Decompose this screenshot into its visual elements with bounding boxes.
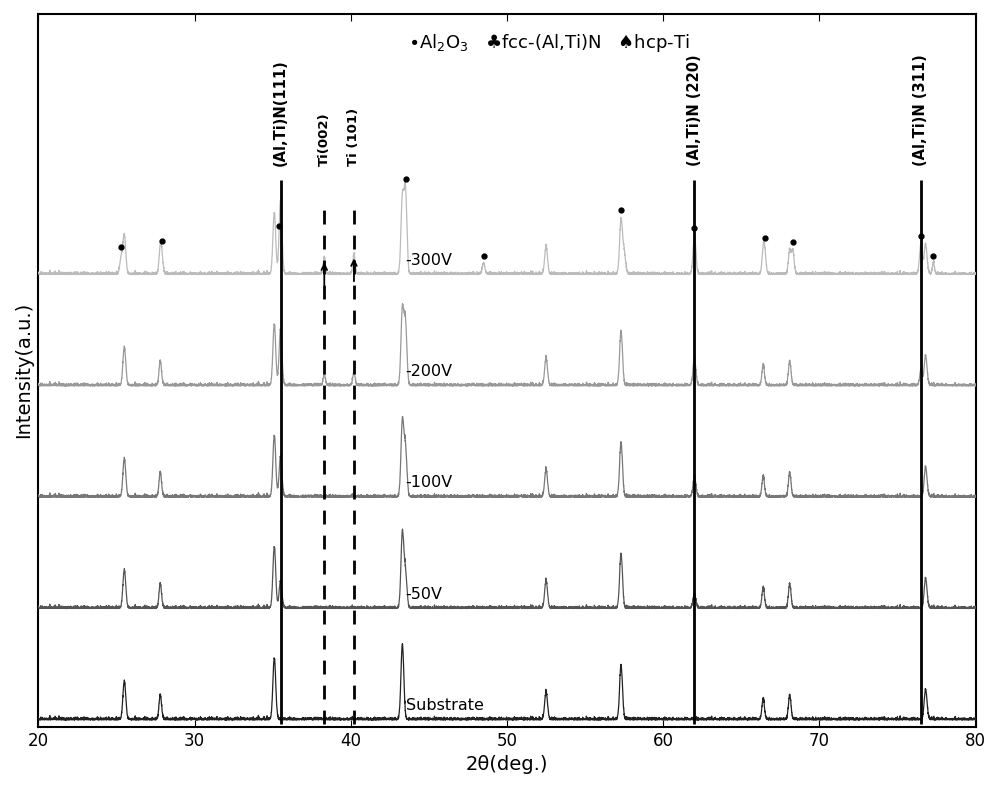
Text: -100V: -100V [406, 475, 453, 490]
Text: -200V: -200V [406, 364, 453, 379]
Text: -50V: -50V [406, 587, 443, 602]
Text: Ti(002): Ti(002) [318, 113, 331, 166]
Text: (Al,Ti)N (220): (Al,Ti)N (220) [687, 54, 702, 166]
Text: -300V: -300V [406, 253, 453, 268]
Text: $\bullet$Al$_2$O$_3$   $\clubsuit$fcc-(Al,Ti)N   $\spadesuit$hcp-Ti: $\bullet$Al$_2$O$_3$ $\clubsuit$fcc-(Al,… [408, 32, 690, 54]
Y-axis label: Intensity(a.u.): Intensity(a.u.) [14, 302, 33, 438]
Text: (Al,Ti)N(111): (Al,Ti)N(111) [273, 59, 288, 166]
Text: Substrate: Substrate [406, 698, 483, 713]
X-axis label: 2θ(deg.): 2θ(deg.) [466, 755, 548, 774]
Text: Ti (101): Ti (101) [347, 108, 360, 166]
Text: (Al,Ti)N (311): (Al,Ti)N (311) [913, 54, 928, 166]
